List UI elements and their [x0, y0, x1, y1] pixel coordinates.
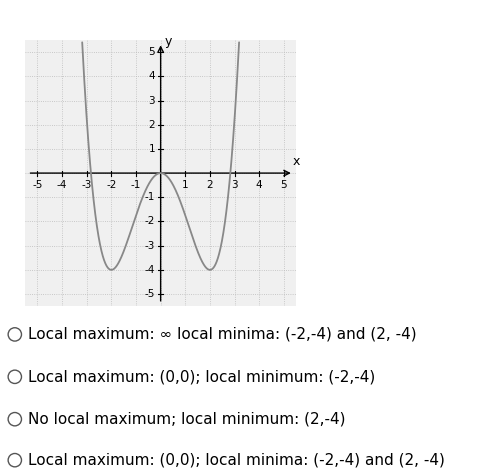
Text: -3: -3 — [145, 241, 155, 251]
Text: 2: 2 — [206, 180, 213, 190]
Text: 1: 1 — [148, 144, 155, 154]
Text: y: y — [165, 35, 172, 48]
Text: No local maximum; local minimum: (2,-4): No local maximum; local minimum: (2,-4) — [28, 412, 344, 427]
Text: -2: -2 — [106, 180, 116, 190]
Text: -4: -4 — [57, 180, 67, 190]
Text: 3: 3 — [148, 96, 155, 106]
Text: x: x — [292, 155, 299, 168]
Text: 4: 4 — [256, 180, 262, 190]
Text: -1: -1 — [145, 192, 155, 202]
Text: -1: -1 — [131, 180, 141, 190]
Text: 5: 5 — [148, 47, 155, 57]
Text: -5: -5 — [32, 180, 43, 190]
Text: Use the graph of f to estimate the local maximum and local minimum. (2 points): Use the graph of f to estimate the local… — [3, 8, 501, 23]
Text: -5: -5 — [145, 289, 155, 299]
Text: 3: 3 — [231, 180, 237, 190]
Text: -3: -3 — [81, 180, 92, 190]
Text: 5: 5 — [280, 180, 287, 190]
Text: -2: -2 — [145, 217, 155, 227]
Text: Local maximum: (0,0); local minima: (-2,-4) and (2, -4): Local maximum: (0,0); local minima: (-2,… — [28, 453, 443, 468]
Text: Local maximum: ∞ local minima: (-2,-4) and (2, -4): Local maximum: ∞ local minima: (-2,-4) a… — [28, 327, 415, 342]
Text: Local maximum: (0,0); local minimum: (-2,-4): Local maximum: (0,0); local minimum: (-2… — [28, 369, 374, 384]
Text: 2: 2 — [148, 120, 155, 130]
Text: -4: -4 — [145, 265, 155, 275]
Text: 4: 4 — [148, 71, 155, 81]
Text: 1: 1 — [181, 180, 188, 190]
